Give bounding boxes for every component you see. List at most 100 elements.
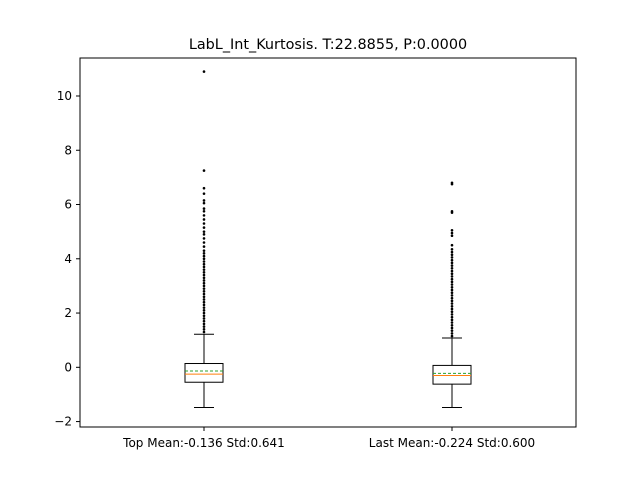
outlier-point bbox=[202, 254, 206, 258]
outlier-point bbox=[202, 201, 206, 205]
outlier-point bbox=[450, 258, 454, 262]
outlier-point bbox=[450, 264, 454, 267]
outlier-point bbox=[202, 325, 206, 328]
outlier-point bbox=[450, 243, 454, 247]
outlier-point bbox=[450, 253, 454, 257]
outlier-point bbox=[202, 314, 206, 318]
outlier-point bbox=[202, 218, 206, 221]
outlier-point bbox=[450, 247, 454, 251]
outlier-point bbox=[450, 275, 454, 278]
plot-area: −2 0 2 4 6 8 10 Top Mean:-0.136 Std:0.641 Last M… bbox=[54, 70, 535, 450]
outlier-point bbox=[450, 228, 454, 232]
outlier-point bbox=[450, 332, 454, 335]
outlier-point bbox=[202, 284, 206, 288]
outlier-point bbox=[202, 169, 206, 172]
outlier-point bbox=[450, 321, 454, 324]
outlier-point bbox=[202, 207, 206, 210]
outlier-point bbox=[202, 230, 206, 233]
x-tick-label: Last Mean:-0.224 Std:0.600 bbox=[369, 436, 535, 450]
outlier-point bbox=[202, 70, 206, 73]
outlier-point bbox=[202, 257, 206, 261]
outlier-point bbox=[450, 313, 454, 316]
outlier-point bbox=[202, 303, 206, 307]
outlier-point bbox=[450, 269, 454, 273]
outlier-point bbox=[450, 310, 454, 313]
outlier-point bbox=[450, 181, 454, 185]
outlier-point bbox=[450, 323, 454, 327]
outlier-point bbox=[450, 291, 454, 294]
outlier-point bbox=[202, 186, 206, 190]
outlier-point bbox=[450, 329, 454, 332]
outlier-point bbox=[202, 281, 206, 285]
outlier-point bbox=[450, 256, 454, 259]
outlier-point bbox=[202, 214, 206, 217]
iqr-box bbox=[184, 363, 224, 383]
outlier-point bbox=[450, 266, 454, 270]
outlier-point bbox=[202, 276, 206, 280]
outlier-point bbox=[202, 317, 206, 320]
x-tick-label: Top Mean:-0.136 Std:0.641 bbox=[122, 436, 285, 450]
outlier-point bbox=[450, 315, 454, 319]
y-tick-label: 10 bbox=[57, 89, 72, 103]
outlier-point bbox=[202, 252, 206, 255]
outlier-point bbox=[202, 260, 206, 263]
axes-frame bbox=[79, 57, 577, 428]
y-tick-label: 6 bbox=[64, 198, 72, 212]
outlier-point bbox=[450, 318, 454, 322]
outlier-point bbox=[202, 311, 206, 315]
outlier-point bbox=[450, 296, 454, 300]
outlier-point bbox=[450, 283, 454, 286]
y-tick-label: −2 bbox=[54, 415, 72, 429]
outlier-point bbox=[202, 233, 206, 236]
outlier-point bbox=[450, 334, 454, 338]
outlier-point bbox=[450, 277, 454, 281]
outlier-point bbox=[202, 287, 206, 290]
outlier-point bbox=[202, 265, 206, 269]
outlier-point bbox=[202, 273, 206, 277]
outlier-point bbox=[450, 280, 454, 284]
outlier-point bbox=[202, 249, 206, 252]
outlier-point bbox=[450, 209, 454, 213]
outlier-point bbox=[202, 268, 206, 271]
iqr-box bbox=[432, 364, 472, 385]
outlier-point bbox=[450, 250, 454, 254]
outlier-point bbox=[450, 261, 454, 265]
outlier-point bbox=[202, 199, 206, 202]
outlier-point bbox=[202, 295, 206, 299]
outlier-point bbox=[450, 302, 454, 305]
outlier-point bbox=[450, 294, 454, 297]
outlier-point bbox=[450, 234, 454, 238]
outlier-point bbox=[450, 285, 454, 289]
outlier-point bbox=[450, 304, 454, 308]
outlier-point bbox=[202, 309, 206, 312]
outlier-point bbox=[202, 290, 206, 293]
outlier-point bbox=[202, 262, 206, 266]
outlier-point bbox=[202, 306, 206, 309]
outlier-point bbox=[202, 192, 206, 195]
outlier-point bbox=[202, 226, 206, 229]
outlier-point bbox=[202, 322, 206, 326]
outlier-point bbox=[202, 241, 206, 244]
outlier-point bbox=[450, 272, 454, 276]
outlier-point bbox=[202, 319, 206, 323]
outlier-point bbox=[202, 271, 206, 274]
outlier-point bbox=[450, 231, 454, 235]
y-tick-label: 4 bbox=[64, 252, 72, 266]
outlier-point bbox=[202, 222, 206, 225]
outlier-point bbox=[450, 288, 454, 292]
outlier-point bbox=[202, 292, 206, 296]
outlier-point bbox=[450, 307, 454, 311]
outlier-point bbox=[202, 245, 206, 248]
outlier-point bbox=[202, 330, 206, 334]
y-tick-label: 0 bbox=[64, 360, 72, 374]
outlier-point bbox=[202, 328, 206, 331]
outlier-point bbox=[202, 298, 206, 301]
outlier-point bbox=[450, 299, 454, 303]
y-tick-label: 8 bbox=[64, 143, 72, 157]
chart-title: LabL_Int_Kurtosis. T:22.8855, P:0.0000 bbox=[189, 37, 467, 53]
y-tick-label: 2 bbox=[64, 306, 72, 320]
outlier-point bbox=[202, 209, 206, 213]
outlier-point bbox=[202, 300, 206, 304]
